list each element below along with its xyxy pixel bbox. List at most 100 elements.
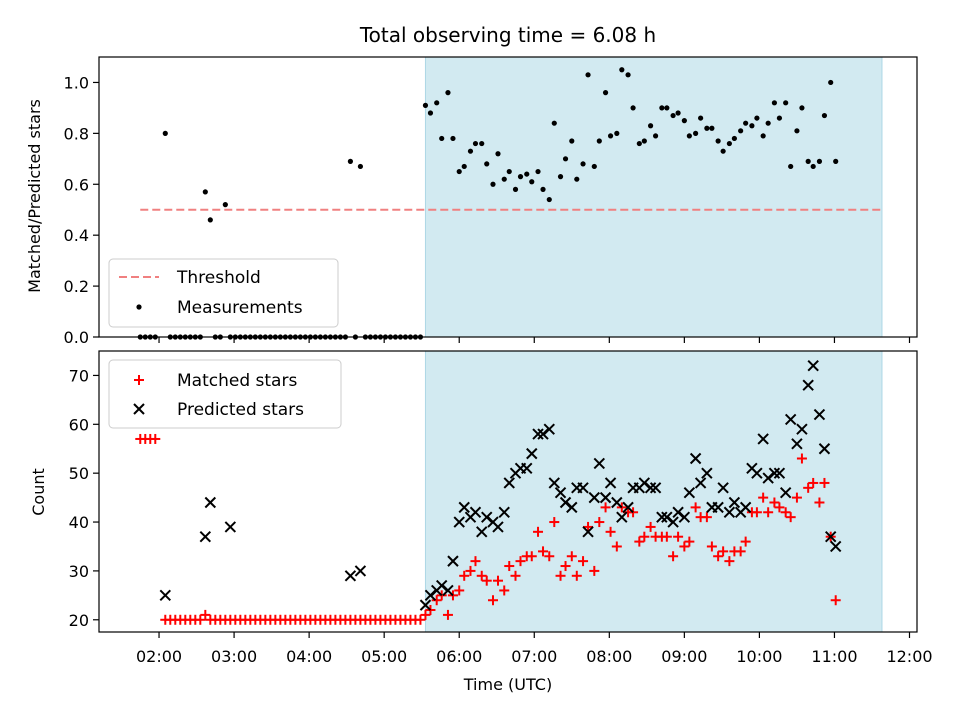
measurement-point: [439, 135, 445, 142]
measurement-point: [501, 176, 507, 182]
count-panel: 20 30 40 50 60 70 02:00 03:00 04:00 05:00 06:00 07:…: [69, 350, 933, 666]
predicted-star-point: [807, 359, 819, 372]
matched-star-point: [538, 546, 549, 557]
measurement-point: [771, 100, 778, 106]
predicted-star-point: [344, 570, 357, 582]
measurement-point: [517, 174, 524, 180]
matched-star-point: [735, 546, 746, 557]
measurement-point: [456, 168, 462, 175]
measurement-point: [450, 135, 456, 142]
count-y-tick-label: 50: [69, 464, 89, 483]
matched-star-point: [195, 614, 206, 625]
matched-star-point: [796, 453, 807, 464]
matched-star-point: [476, 570, 487, 581]
measurement-point: [828, 79, 834, 86]
predicted-star-point: [656, 511, 668, 523]
x-tick-label: 09:00: [661, 647, 707, 666]
matched-star-point: [774, 502, 785, 513]
predicted-star-point: [818, 443, 831, 455]
count-y-tick-label: 30: [69, 562, 89, 581]
measurement-point: [427, 110, 434, 116]
measurement-point: [686, 133, 692, 139]
matched-star-point: [150, 433, 161, 444]
predicted-star-point: [701, 467, 713, 479]
measurement-point: [472, 140, 479, 147]
matched-star-point: [814, 497, 825, 508]
predicted-star-point: [526, 447, 538, 460]
ratio-legend-box: [108, 258, 339, 328]
matched-star-point: [454, 585, 465, 596]
matched-star-point: [560, 561, 571, 572]
matched-legend-swatch: [134, 375, 144, 385]
measurement-point: [754, 115, 760, 121]
predicted-star-point: [543, 423, 555, 435]
predicted-star-point: [644, 482, 657, 494]
predicted-star-point: [582, 526, 594, 538]
matched-star-point: [661, 531, 672, 542]
measurement-point: [557, 174, 564, 180]
matched-star-point: [600, 502, 611, 513]
measurement-point: [731, 135, 737, 142]
matched-star-point: [673, 531, 684, 542]
measurement-point: [202, 189, 208, 195]
measurement-point: [821, 112, 828, 119]
ratio-y-tick-label: 0.4: [64, 226, 89, 245]
predicted-star-point: [204, 496, 217, 509]
measurement-point: [585, 72, 591, 78]
predicted-star-point: [773, 467, 786, 479]
matched-star-point: [690, 502, 701, 513]
predicted-star-point: [532, 428, 544, 440]
measurement-point: [805, 158, 811, 164]
chart-title: Total observing time = 6.08 h: [359, 23, 656, 47]
measurement-point: [207, 217, 213, 223]
matched-star-point: [549, 517, 560, 528]
matched-star-point: [769, 497, 780, 508]
matched-star-point: [751, 507, 762, 518]
predicted-star-point: [683, 487, 696, 499]
predicted-star-point: [476, 526, 488, 538]
predicted-star-point: [593, 457, 606, 470]
matched-star-point: [499, 585, 510, 596]
measurement-point: [749, 123, 755, 129]
predicted-star-point: [554, 487, 567, 499]
matched-star-point: [200, 609, 211, 620]
matched-stars-series: [135, 433, 841, 625]
measurement-point: [636, 140, 642, 147]
ratio-legend: Threshold Measurements: [108, 258, 339, 328]
predicted-star-point: [224, 521, 237, 533]
measurement-point: [715, 138, 721, 144]
matched-star-point: [492, 575, 503, 586]
matched-star-point: [459, 570, 470, 581]
ratio-y-tick-label: 0.8: [64, 124, 89, 143]
measurement-point: [506, 168, 512, 175]
matched-star-point: [481, 575, 492, 586]
matched-star-point: [555, 570, 566, 581]
measurements-legend-label: Measurements: [177, 298, 303, 318]
predicted-star-point: [784, 413, 797, 426]
predicted-star-point: [419, 599, 432, 611]
predicted-star-point: [521, 462, 533, 474]
matched-star-point: [684, 536, 695, 547]
measurement-point: [562, 156, 569, 162]
predicted-star-point: [611, 496, 623, 509]
matched-star-point: [504, 561, 515, 572]
predicted-star-point: [768, 467, 781, 479]
matched-star-point: [803, 482, 814, 493]
matched-star-point: [701, 512, 712, 523]
x-tick-label: 02:00: [136, 647, 182, 666]
measurement-point: [776, 115, 783, 121]
measurement-point: [596, 138, 602, 144]
measurement-point: [709, 125, 715, 131]
threshold-legend-label: Threshold: [176, 268, 261, 288]
matched-star-point: [724, 556, 735, 567]
predicted-star-point: [791, 438, 803, 450]
measurement-point: [490, 181, 496, 187]
matched-star-point: [830, 595, 841, 606]
measurement-point: [357, 163, 364, 170]
measurement-point: [799, 105, 805, 111]
measurement-point: [495, 151, 501, 157]
measurement-point: [484, 161, 490, 167]
ratio-y-tick-label: 0.6: [64, 175, 89, 194]
predicted-star-point: [751, 467, 763, 479]
measurement-point: [698, 115, 704, 121]
